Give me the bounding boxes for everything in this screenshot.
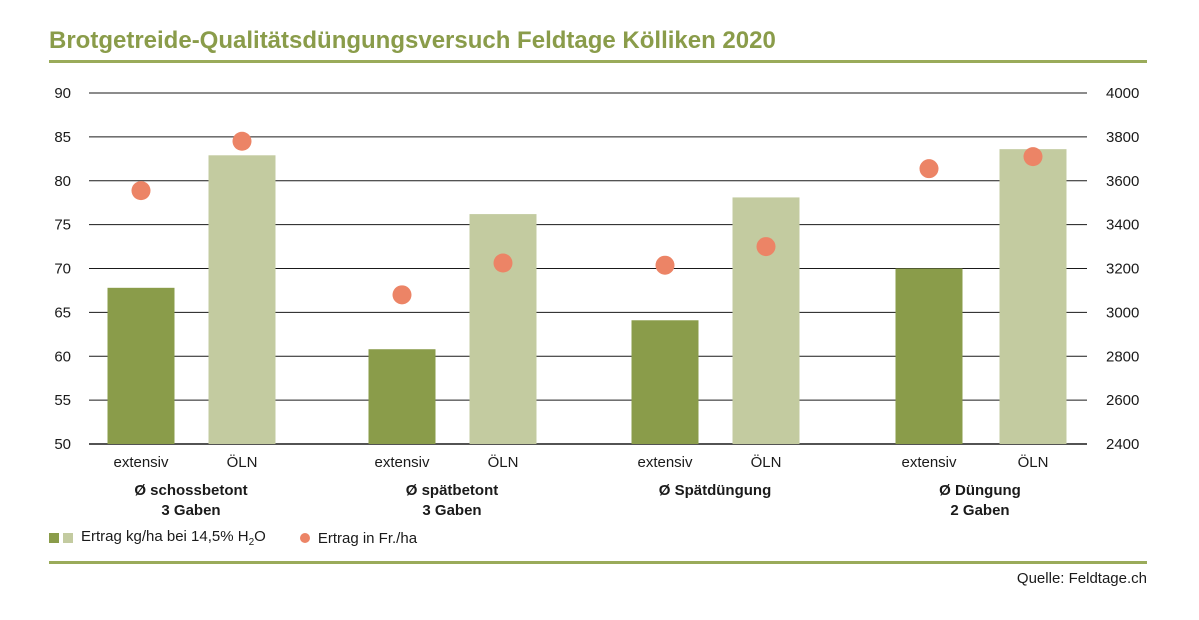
dots	[131, 131, 1043, 305]
right-tick-label: 2800	[1106, 348, 1139, 365]
category-label: ÖLN	[751, 453, 782, 471]
category-labels: extensiv ÖLN extensiv ÖLN extensiv ÖLN extensi…	[113, 453, 1048, 471]
left-tick-label: 55	[54, 392, 71, 409]
category-label: ÖLN	[488, 453, 519, 471]
group-labels: Ø schossbetont 3 Gaben Ø spätbetont 3 Gaben…	[134, 482, 1021, 519]
dot-ertrag-fr	[392, 285, 412, 305]
top-rule	[49, 60, 1147, 63]
bar-oeln	[732, 197, 800, 444]
right-tick-label: 3200	[1106, 261, 1139, 278]
category-label: extensiv	[901, 454, 957, 471]
dot-ertrag-fr	[919, 159, 939, 179]
dot-ertrag-fr	[756, 237, 776, 257]
bar-extensiv	[631, 320, 699, 444]
category-label: ÖLN	[1018, 453, 1049, 471]
legend-swatch-oeln	[63, 533, 73, 543]
left-tick-label: 60	[54, 348, 71, 365]
left-tick-label: 90	[54, 85, 71, 102]
legend-series2: Ertrag in Fr./ha	[317, 529, 418, 547]
left-tick-label: 50	[54, 436, 71, 453]
group-label: 3 Gaben	[422, 502, 481, 519]
bar-oeln	[999, 149, 1067, 444]
category-label: extensiv	[374, 454, 430, 471]
source-note: Quelle: Feldtage.ch	[1016, 570, 1147, 587]
group-label: 3 Gaben	[161, 502, 220, 519]
left-tick-label: 65	[54, 304, 71, 321]
bars	[107, 149, 1067, 445]
legend-series1-prefix: Ertrag kg/ha bei 14,5% H	[81, 528, 249, 545]
dot-ertrag-fr	[655, 255, 675, 275]
bar-extensiv	[895, 268, 963, 444]
bar-extensiv	[368, 349, 436, 444]
right-axis-ticks: 2400 2600 2800 3000 3200 3400 3600 3800 4000	[1106, 85, 1139, 453]
dot-ertrag-fr	[232, 131, 252, 151]
right-tick-label: 3800	[1106, 129, 1139, 146]
right-tick-label: 2600	[1106, 392, 1139, 409]
category-label: extensiv	[113, 454, 169, 471]
left-tick-label: 80	[54, 173, 71, 190]
left-tick-label: 70	[54, 261, 71, 278]
legend-dot	[299, 533, 310, 543]
legend: Ertrag kg/ha bei 14,5% H2O Ertrag in Fr.…	[49, 527, 417, 549]
bar-oeln	[469, 214, 537, 444]
legend-series1: Ertrag kg/ha bei 14,5% H2O	[81, 528, 266, 548]
group-label: Ø Düngung	[939, 482, 1021, 499]
dot-ertrag-fr	[131, 181, 151, 201]
right-tick-label: 3400	[1106, 217, 1139, 234]
legend-swatch-extensiv	[49, 533, 59, 543]
right-tick-label: 3000	[1106, 304, 1139, 321]
bottom-rule	[49, 561, 1147, 564]
group-label: Ø schossbetont	[134, 482, 247, 499]
group-label: Ø Spätdüngung	[659, 482, 771, 499]
left-tick-label: 85	[54, 129, 71, 146]
category-label: ÖLN	[227, 453, 258, 471]
legend-series1-suffix: O	[254, 528, 266, 545]
right-tick-label: 3600	[1106, 173, 1139, 190]
dot-ertrag-fr	[1023, 147, 1043, 167]
left-tick-label: 75	[54, 217, 71, 234]
group-label: Ø spätbetont	[406, 482, 499, 499]
dot-ertrag-fr	[493, 253, 513, 273]
right-tick-label: 2400	[1106, 436, 1139, 453]
bar-oeln	[208, 155, 276, 445]
left-axis-ticks: 50 55 60 65 70 75 80 85 90	[54, 85, 71, 453]
legend-series1-sub: 2	[248, 537, 255, 548]
group-label: 2 Gaben	[950, 502, 1009, 519]
right-tick-label: 4000	[1106, 85, 1139, 102]
category-label: extensiv	[637, 454, 693, 471]
bar-extensiv	[107, 287, 175, 444]
chart-title: Brotgetreide-Qualitätsdüngungsversuch Fe…	[49, 27, 776, 54]
